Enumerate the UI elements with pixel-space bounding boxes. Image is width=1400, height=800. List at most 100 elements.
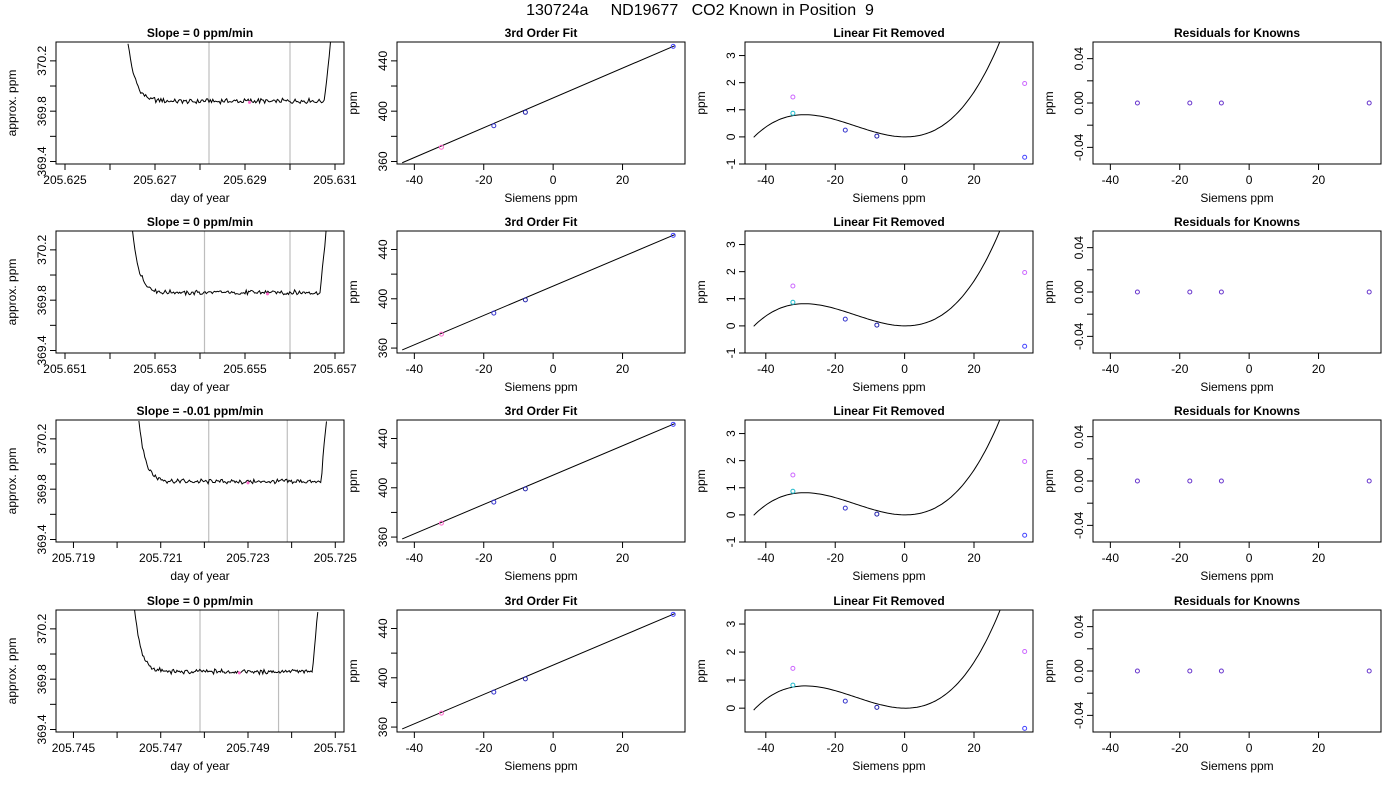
data-point	[1022, 532, 1028, 538]
y-axis-label: ppm	[694, 280, 708, 303]
data-point	[522, 486, 528, 492]
x-tick-label: -40	[1102, 362, 1120, 376]
x-tick-label: -20	[1171, 362, 1189, 376]
x-tick-label: 0	[1246, 362, 1253, 376]
panel-r1-c3: Linear Fit Removed -40 -20 0 20 -1 0 1 2 3 Siemens…	[694, 26, 1034, 205]
panel-r1-c2: 3rd Order Fit -40 -20 0 20 360 400 440 Siemens p…	[346, 26, 686, 205]
y-tick-label: 0	[724, 322, 738, 329]
x-axis-label: Siemens ppm	[852, 191, 925, 205]
figure-title: 130724a ND19677 CO2 Known in Position 9	[526, 2, 874, 19]
data-point	[1022, 80, 1028, 86]
y-tick-label: 369.8	[35, 664, 49, 694]
data-layer	[134, 610, 319, 732]
x-tick-label: 20	[967, 551, 981, 565]
x-tick-label: -20	[827, 551, 845, 565]
x-tick-label: 205.751	[314, 741, 358, 755]
plot-frame	[396, 609, 686, 733]
concentration-trace	[132, 231, 327, 297]
y-axis-label: ppm	[694, 469, 708, 492]
x-tick-label: -40	[1102, 741, 1120, 755]
data-point	[246, 481, 250, 485]
panel-title: Slope = 0 ppm/min	[147, 26, 253, 40]
y-tick-label: 369.8	[35, 285, 49, 315]
y-axis-label: approx. ppm	[5, 259, 19, 326]
panel-r3-c3: Linear Fit Removed -40 -20 0 20 -1 0 1 2 3 Siemens…	[694, 404, 1034, 583]
panel-r1-c4: Residuals for Knowns -40 -20 0 20 -0.04 0.00 0.…	[1042, 26, 1382, 205]
y-tick-label: 2	[724, 79, 738, 86]
panel-title: Residuals for Knowns	[1174, 594, 1300, 608]
x-tick-label: 205.627	[133, 173, 177, 187]
fit-curve	[753, 420, 1001, 516]
x-tick-label: 20	[616, 551, 630, 565]
data-point	[842, 316, 848, 322]
x-tick-label: 0	[550, 741, 557, 755]
x-tick-label: -20	[1171, 741, 1189, 755]
y-tick-label: 400	[376, 667, 390, 687]
x-tick-label: -20	[827, 362, 845, 376]
fit-curve	[753, 610, 1001, 711]
data-point	[1134, 478, 1140, 484]
y-tick-label: -1	[724, 158, 738, 169]
y-tick-label: -0.04	[1072, 511, 1086, 539]
data-point	[1366, 289, 1372, 295]
x-tick-label: 20	[616, 362, 630, 376]
fit-line	[402, 613, 675, 730]
data-layer	[138, 420, 327, 542]
data-point	[790, 488, 796, 494]
panel-title: Linear Fit Removed	[833, 594, 944, 608]
panel-title: Linear Fit Removed	[833, 404, 944, 418]
data-point	[1218, 100, 1224, 106]
x-tick-label: -40	[1102, 173, 1120, 187]
x-tick-label: 0	[901, 362, 908, 376]
y-tick-label: 360	[376, 151, 390, 171]
data-layer	[753, 231, 1001, 327]
panel-r4-c2: 3rd Order Fit -40 -20 0 20 360 400 440 Siemens p…	[346, 594, 686, 773]
data-point	[670, 232, 676, 238]
plot-frame	[744, 609, 1034, 733]
y-tick-label: 370.2	[35, 235, 49, 265]
fit-line	[402, 234, 675, 351]
y-tick-label: 440	[376, 618, 390, 638]
x-tick-label: -40	[757, 741, 775, 755]
data-point	[491, 310, 497, 316]
y-tick-label: 0.04	[1072, 47, 1086, 71]
y-tick-label: 0	[724, 705, 738, 712]
data-point	[1134, 289, 1140, 295]
panel-r4-c1: Slope = 0 ppm/min 205.745 205.747 205.749 20…	[5, 594, 357, 773]
y-tick-label: 2	[724, 268, 738, 275]
data-point	[790, 110, 796, 116]
data-point	[790, 283, 796, 289]
plot-frame	[744, 419, 1034, 543]
data-point	[1366, 478, 1372, 484]
data-point	[1218, 478, 1224, 484]
x-axis-label: Siemens ppm	[1200, 380, 1273, 394]
x-axis-label: Siemens ppm	[504, 759, 577, 773]
y-tick-label: -0.04	[1072, 133, 1086, 161]
panel-title: Slope = 0 ppm/min	[147, 215, 253, 229]
y-axis-label: ppm	[1042, 469, 1056, 492]
y-axis-label: ppm	[346, 280, 360, 303]
y-axis-label: approx. ppm	[5, 70, 19, 137]
y-tick-label: -1	[724, 536, 738, 547]
y-tick-label: 2	[724, 648, 738, 655]
y-tick-label: 369.4	[35, 714, 49, 744]
y-axis-label: ppm	[346, 659, 360, 682]
data-point	[266, 292, 269, 296]
data-point	[1218, 668, 1224, 674]
y-tick-label: 1	[724, 295, 738, 302]
x-tick-label: -40	[406, 551, 424, 565]
data-layer	[402, 234, 675, 351]
concentration-trace	[134, 610, 319, 676]
y-tick-label: 1	[724, 106, 738, 113]
data-point	[842, 127, 848, 133]
x-tick-label: 20	[1312, 362, 1326, 376]
panel-title: 3rd Order Fit	[505, 594, 578, 608]
x-axis-label: Siemens ppm	[1200, 191, 1273, 205]
plot-frame	[55, 230, 345, 354]
y-tick-label: 3	[724, 430, 738, 437]
data-layer	[132, 231, 327, 353]
data-point	[491, 499, 497, 505]
x-tick-label: -40	[406, 362, 424, 376]
y-tick-label: 370.2	[35, 46, 49, 76]
